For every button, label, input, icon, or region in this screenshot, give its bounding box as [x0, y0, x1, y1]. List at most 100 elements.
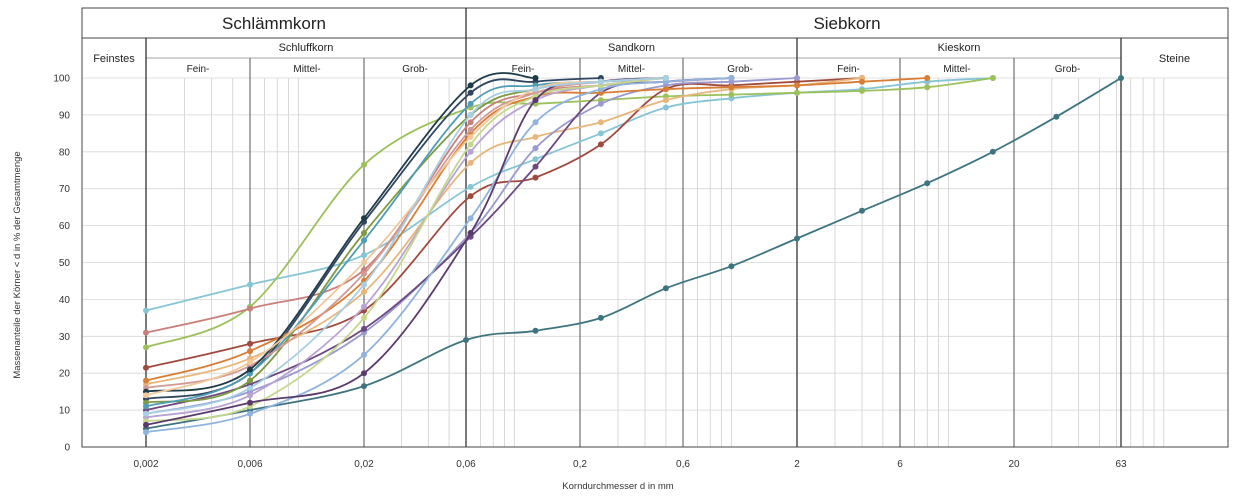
header-group-label: Feinstes — [93, 53, 135, 65]
data-point — [467, 183, 474, 190]
data-point — [361, 281, 367, 288]
header-top-label: Schlämmkorn — [222, 14, 326, 33]
x-tick-label: 0,6 — [676, 459, 690, 470]
data-point — [597, 314, 604, 321]
data-point — [597, 78, 604, 85]
series-line-3 — [145, 77, 994, 349]
header-group-label: Kieskorn — [938, 42, 981, 54]
data-point — [728, 263, 735, 270]
series-line-1 — [145, 77, 1122, 430]
series-line-15 — [145, 77, 666, 389]
x-tick-label: 0,06 — [456, 459, 476, 470]
y-tick-label: 70 — [59, 184, 71, 195]
data-point — [467, 159, 474, 166]
series-line-2 — [145, 77, 993, 312]
data-point — [662, 97, 669, 104]
data-point — [361, 215, 367, 222]
data-point — [859, 78, 865, 85]
data-point — [361, 289, 367, 295]
header-group-label: Sandkorn — [608, 42, 655, 54]
data-point — [143, 410, 149, 417]
data-point — [859, 207, 865, 214]
x-tick-label: 0,2 — [573, 459, 587, 470]
series-line-12 — [145, 77, 666, 408]
series-line-10 — [145, 77, 928, 382]
data-point — [859, 87, 865, 94]
header-subgroup-label: Mittel- — [618, 64, 645, 75]
y-tick-label: 90 — [59, 110, 71, 121]
data-point — [597, 141, 604, 148]
series-layer — [143, 72, 1124, 436]
data-point — [467, 141, 474, 148]
y-axis-title: Massenanteile der Körner < d in % der Ge… — [12, 151, 23, 378]
data-point — [361, 370, 367, 377]
data-point — [247, 305, 253, 312]
data-point — [361, 259, 367, 266]
header-subgroup-label: Grob- — [402, 64, 428, 75]
data-point — [247, 359, 253, 366]
data-point — [143, 364, 149, 371]
data-point — [143, 429, 149, 436]
data-point — [467, 126, 474, 133]
y-tick-label: 0 — [64, 443, 70, 454]
data-point — [467, 230, 474, 236]
data-point — [924, 84, 931, 91]
series-line-9 — [145, 77, 732, 411]
axes: 0 10 20 30 40 50 60 70 80 90 100 0,002 0,006 0,02 0,06… — [53, 74, 1228, 470]
data-point — [532, 119, 539, 126]
data-point — [247, 366, 253, 373]
data-point — [361, 383, 367, 390]
data-point — [794, 235, 800, 242]
data-point — [467, 82, 474, 89]
data-point — [924, 75, 931, 81]
data-point — [247, 410, 253, 417]
data-point — [143, 421, 149, 428]
data-point — [361, 237, 367, 244]
data-point — [467, 119, 474, 126]
data-point — [728, 91, 735, 98]
header-group-label: Schluffkorn — [279, 42, 334, 54]
header-group-label: Steine — [1159, 53, 1190, 65]
data-point — [989, 148, 996, 155]
header-subgroup-label: Fein- — [187, 64, 210, 75]
y-tick-label: 20 — [59, 369, 71, 380]
data-point — [794, 75, 800, 81]
data-point — [532, 174, 539, 181]
data-point — [143, 377, 149, 384]
data-point — [532, 134, 539, 140]
data-point — [532, 327, 539, 334]
y-tick-label: 10 — [59, 406, 71, 417]
data-point — [1118, 75, 1124, 81]
data-point — [467, 215, 474, 222]
data-point — [247, 340, 253, 347]
y-tick-label: 80 — [59, 147, 71, 158]
data-point — [361, 325, 367, 332]
data-point — [143, 403, 149, 410]
data-point — [532, 86, 539, 93]
series-line-20 — [145, 77, 666, 415]
data-point — [247, 377, 253, 384]
data-point — [662, 75, 669, 81]
data-point — [467, 148, 474, 155]
data-point — [989, 75, 996, 81]
data-point — [662, 285, 669, 292]
data-point — [361, 314, 367, 321]
x-tick-label: 2 — [794, 459, 800, 470]
data-point — [143, 344, 149, 351]
data-point — [247, 385, 253, 391]
data-point — [361, 252, 367, 259]
data-point — [728, 84, 735, 91]
data-point — [143, 307, 149, 314]
data-point — [597, 130, 604, 137]
data-point — [532, 156, 539, 163]
data-point — [794, 89, 800, 96]
y-tick-label: 30 — [59, 332, 71, 343]
x-tick-label: 6 — [897, 459, 903, 470]
y-tick-label: 50 — [59, 258, 71, 269]
data-point — [463, 337, 469, 343]
data-point — [662, 86, 669, 93]
header-subgroup-label: Fein- — [837, 64, 860, 75]
x-tick-label: 20 — [1008, 459, 1020, 470]
